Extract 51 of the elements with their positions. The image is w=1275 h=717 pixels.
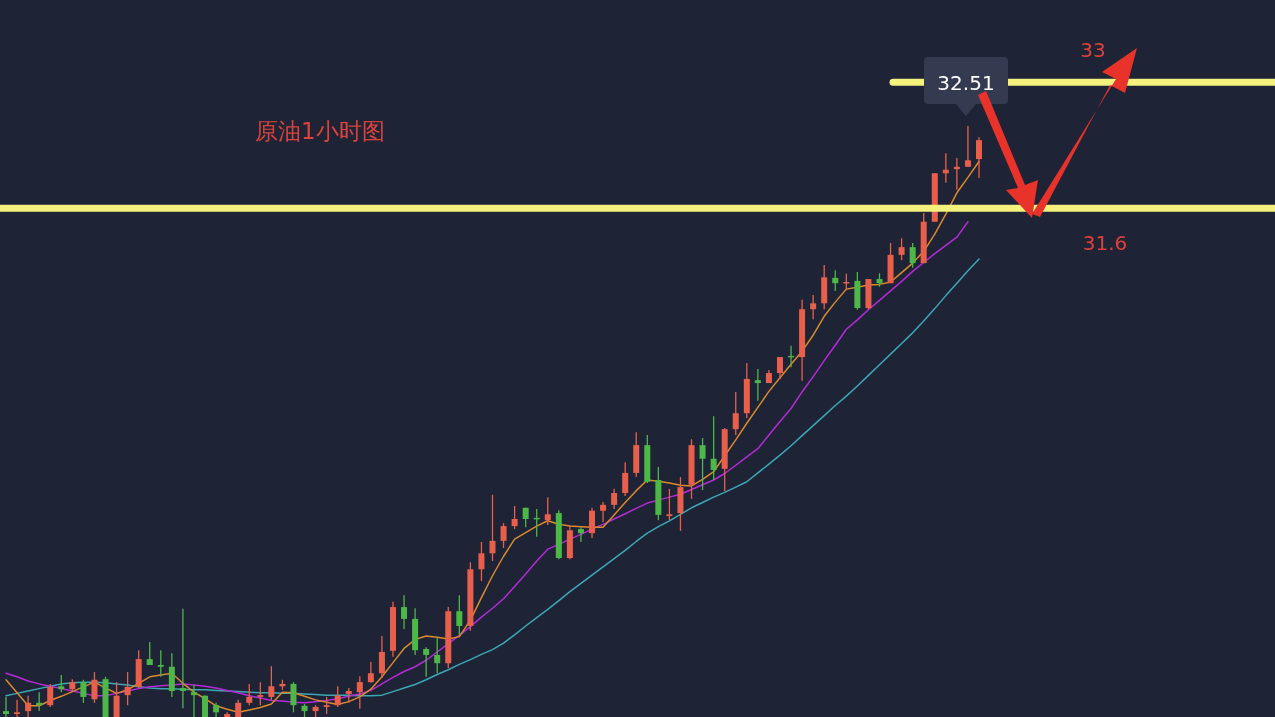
candlestick [544, 496, 551, 526]
candlestick [577, 526, 584, 543]
candlestick [710, 415, 717, 481]
candlestick [378, 635, 385, 679]
candlestick [268, 665, 275, 701]
candlestick [732, 391, 739, 436]
chart-title: 原油1小时图 [255, 118, 385, 144]
candlestick [14, 699, 21, 717]
candlestick [179, 608, 186, 709]
candlestick [401, 594, 408, 630]
candlestick [47, 683, 54, 708]
candlestick [3, 696, 9, 717]
candlestick [367, 661, 374, 684]
candlestick [511, 505, 518, 530]
candlestick [113, 681, 120, 717]
candlestick [909, 242, 916, 269]
candlestick [589, 507, 596, 539]
candlestick [146, 641, 153, 666]
candlestick [246, 683, 253, 706]
candlestick [334, 685, 341, 708]
candlestick [257, 681, 264, 706]
candlestick [478, 541, 485, 582]
candlestick [810, 294, 817, 320]
candlestick [423, 646, 430, 678]
candlestick [611, 488, 618, 510]
text: 33 [1080, 38, 1106, 62]
candlestick [699, 437, 706, 491]
candlestick [489, 494, 496, 562]
candlestick [434, 637, 441, 674]
candlestick [124, 671, 131, 706]
candlestick [25, 695, 32, 717]
candlestick [356, 675, 363, 710]
candlestick [190, 684, 197, 717]
candlestick [976, 136, 982, 179]
candlestick [898, 237, 905, 261]
candlestick [290, 681, 297, 713]
candlestick [832, 269, 839, 292]
candlestick [80, 679, 87, 704]
candlestick [157, 649, 164, 678]
candlestick [964, 125, 971, 168]
candlestick [202, 694, 209, 717]
candlestick [456, 594, 463, 636]
candlestick [500, 522, 507, 549]
candlestick [754, 368, 761, 402]
text: 32.51 [937, 71, 995, 95]
candlestick [91, 671, 98, 704]
text: 31.6 [1082, 231, 1128, 255]
candlestick [600, 501, 607, 523]
candlestick [666, 488, 673, 521]
candlestick [776, 356, 783, 380]
candlestick [622, 461, 629, 497]
